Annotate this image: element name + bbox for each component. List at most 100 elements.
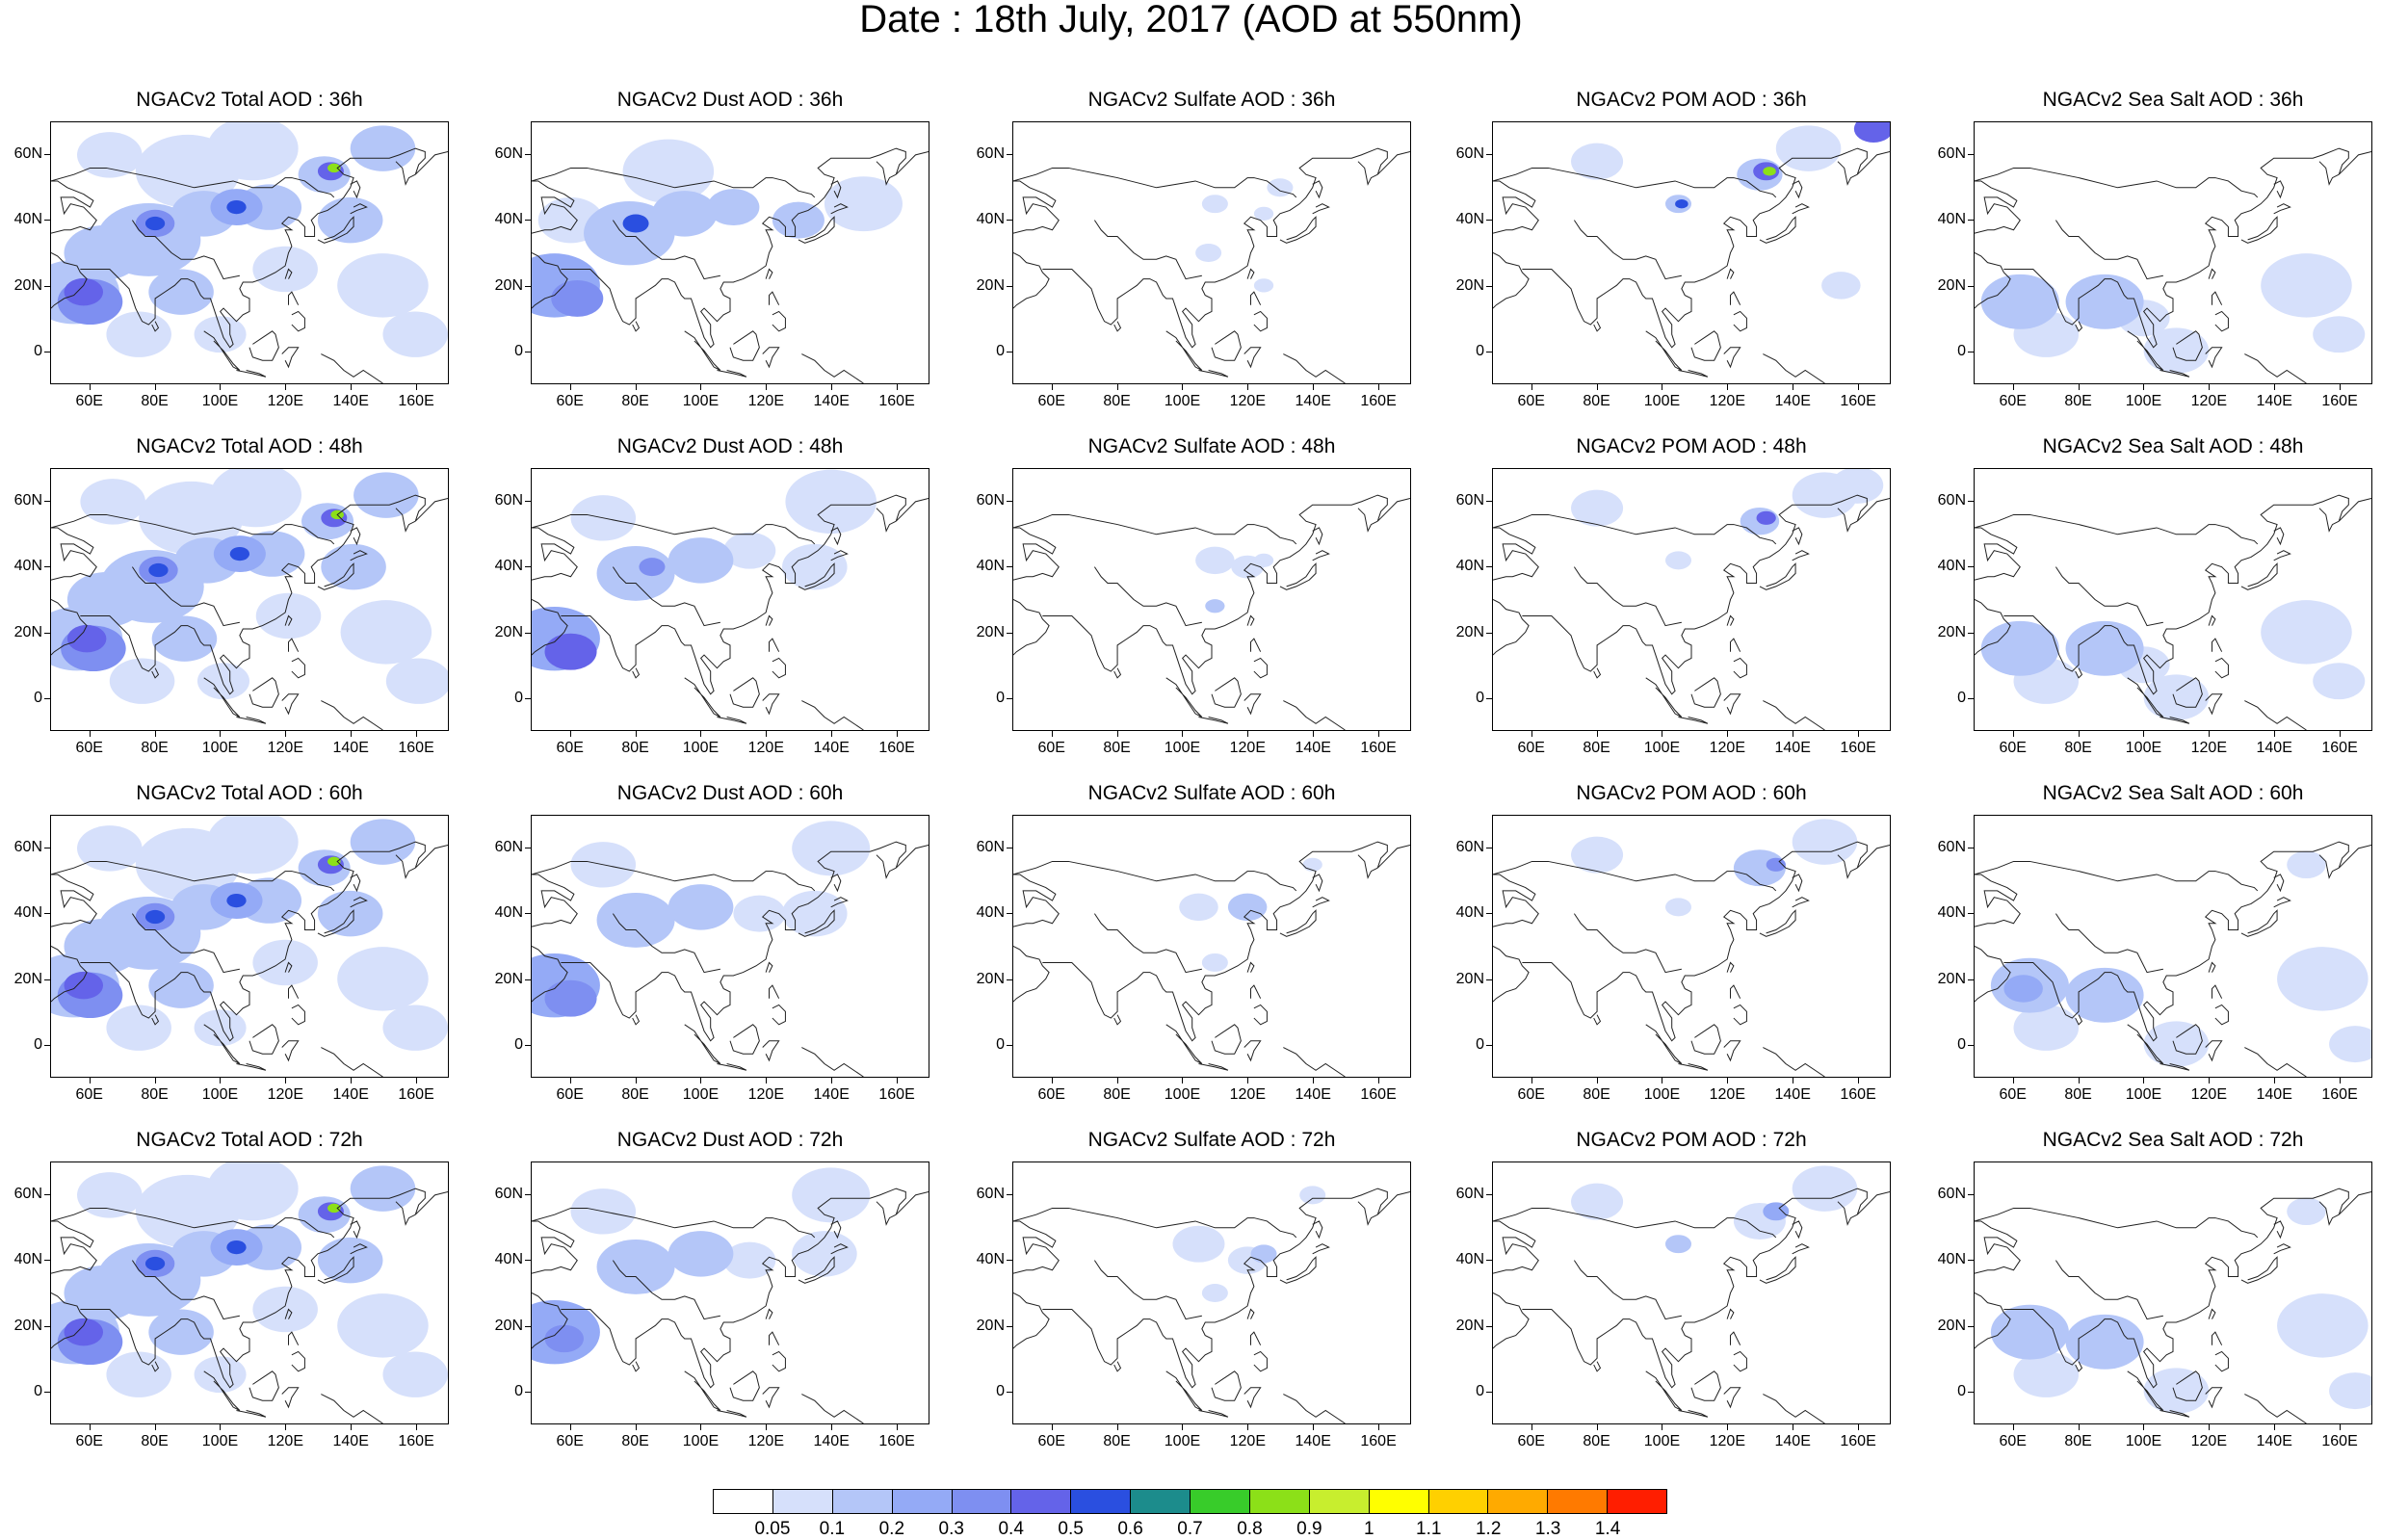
lat-tick-label: 40N [13, 211, 42, 228]
aod-field-total-72-15 [148, 1309, 214, 1355]
lat-tick-label: 60N [13, 1186, 42, 1203]
coastline-seasalt-60-12 [2214, 1004, 2229, 1026]
lon-tick [1313, 731, 1315, 737]
aod-field-total-60-2 [252, 939, 318, 986]
coastline-pom-60-5 [1645, 1024, 1683, 1064]
lon-tick [831, 1078, 833, 1083]
aod-field-dust-72-0 [723, 1241, 776, 1279]
coastline-dust-48-15 [801, 700, 864, 730]
coastline-pom-48-4 [1573, 566, 1682, 627]
aod-field-seasalt-72-6 [2065, 1314, 2144, 1370]
coastline-sulfate-48-11 [1246, 614, 1255, 626]
coastline-sulfate-36-11 [1246, 268, 1255, 279]
lat-tick [525, 1391, 531, 1393]
lat-tick-label: 0 [1957, 1382, 1966, 1399]
coastline-pom-72-3 [1493, 1207, 1777, 1239]
lat-tick-label: 0 [996, 1382, 1005, 1399]
coastline-pom-48-12 [1733, 657, 1747, 679]
aod-field-sulfate-48-3 [1205, 599, 1225, 613]
colorbar-box-5 [1011, 1490, 1072, 1513]
aod-field-dust-60-0 [733, 895, 786, 932]
lon-tick-label: 60E [1517, 740, 1545, 756]
coastline-sulfate-48-2 [1042, 494, 1410, 695]
lon-tick-label: 80E [141, 740, 169, 756]
map-svg-dust-60 [532, 821, 929, 1077]
coastline-pom-60-10 [1792, 897, 1810, 908]
coastline-sulfate-36-3 [1013, 167, 1297, 198]
coastline-total-48-13 [288, 638, 300, 652]
lon-tick-label: 160E [1840, 393, 1876, 409]
lon-tick-label: 80E [141, 1086, 169, 1103]
coastline-total-60-12 [291, 1004, 305, 1026]
lon-tick-label: 80E [621, 1086, 649, 1103]
lon-tick-label: 140E [332, 393, 369, 409]
aod-field-seasalt-36-6 [2065, 274, 2144, 329]
lon-tick-label: 120E [1229, 393, 1266, 409]
coastline-seasalt-36-6 [2160, 370, 2190, 378]
lat-tick [44, 1194, 50, 1196]
coastline-seasalt-60-3 [1975, 860, 2259, 892]
coastline-dust-36-11 [765, 268, 773, 279]
aod-field-total-48-4 [340, 600, 432, 665]
map-panel-pom-72 [1492, 1162, 1891, 1424]
lon-tick [1182, 1424, 1184, 1430]
lon-tick [569, 384, 571, 390]
coastline-dust-60-5 [684, 1024, 721, 1064]
coastline-sulfate-36-6 [1198, 370, 1229, 378]
coastline-sulfate-60-6 [1198, 1063, 1229, 1071]
coastline-total-72-4 [131, 1260, 240, 1320]
coastline-total-72-11 [284, 1308, 293, 1319]
coastline-dust-72-11 [765, 1308, 773, 1319]
coastline-seasalt-36-9 [2240, 216, 2278, 244]
lon-tick-label: 80E [1583, 740, 1610, 756]
coastline-total-60-7 [249, 1024, 279, 1055]
coastline-pom-72-7 [1690, 1370, 1721, 1401]
panel-title-sulfate-36: NGACv2 Sulfate AOD : 36h [1087, 89, 1336, 111]
lon-tick [1858, 1424, 1860, 1430]
aod-field-seasalt-72-4 [2287, 1197, 2326, 1226]
lat-tick-label: 0 [996, 1035, 1005, 1053]
lat-tick [44, 1260, 50, 1262]
coastline-total-36-9 [317, 216, 354, 244]
coastline-dust-48-3 [532, 513, 816, 545]
lat-tick-label: 60N [1455, 492, 1484, 509]
lat-tick-label: 20N [13, 276, 42, 294]
lon-tick [831, 384, 833, 390]
coastline-total-36-3 [51, 167, 335, 198]
lon-tick [154, 731, 156, 737]
map-panel-pom-60 [1492, 815, 1891, 1078]
lon-tick-label: 80E [621, 393, 649, 409]
coastline-sulfate-36-13 [1250, 291, 1262, 305]
coastline-seasalt-60-14 [2075, 1014, 2083, 1026]
aod-field-seasalt-72-1 [2277, 1293, 2369, 1358]
aod-field-sulfate-72-0 [1172, 1225, 1225, 1263]
coastline-total-72-12 [291, 1350, 305, 1372]
lon-tick [766, 731, 768, 737]
lon-tick-label: 100E [2125, 1086, 2162, 1103]
coastline-dust-48-7 [729, 677, 760, 708]
lat-tick-label: 60N [494, 492, 523, 509]
map-svg-total-36 [51, 122, 448, 383]
colorbar-box-8 [1191, 1490, 1250, 1513]
coastline-sulfate-36-14 [1113, 321, 1122, 332]
lat-tick [525, 154, 531, 156]
coastline-total-48-11 [284, 614, 293, 626]
lon-tick [1051, 1078, 1053, 1083]
lon-tick [1116, 1078, 1118, 1083]
coastline-total-72-10 [350, 1243, 368, 1255]
map-panel-seasalt-36 [1974, 121, 2372, 384]
coastline-pom-36-13 [1730, 291, 1741, 305]
aod-field-pom-36-7 [1675, 198, 1688, 209]
panel-title-sulfate-60: NGACv2 Sulfate AOD : 60h [1087, 782, 1336, 804]
coastline-total-72-9 [317, 1256, 354, 1284]
lon-tick-label: 140E [1295, 1433, 1331, 1449]
coastline-total-60-9 [317, 909, 354, 937]
coastline-total-72-0 [51, 1292, 88, 1349]
coastline-sulfate-60-8 [1243, 1040, 1262, 1062]
coastline-pom-36-4 [1573, 220, 1682, 280]
lon-tick-label: 100E [1643, 393, 1681, 409]
lon-tick [2143, 1424, 2145, 1430]
coastline-seasalt-48-13 [2212, 638, 2223, 652]
lon-tick-label: 100E [682, 1433, 720, 1449]
lon-tick-label: 140E [1295, 393, 1331, 409]
